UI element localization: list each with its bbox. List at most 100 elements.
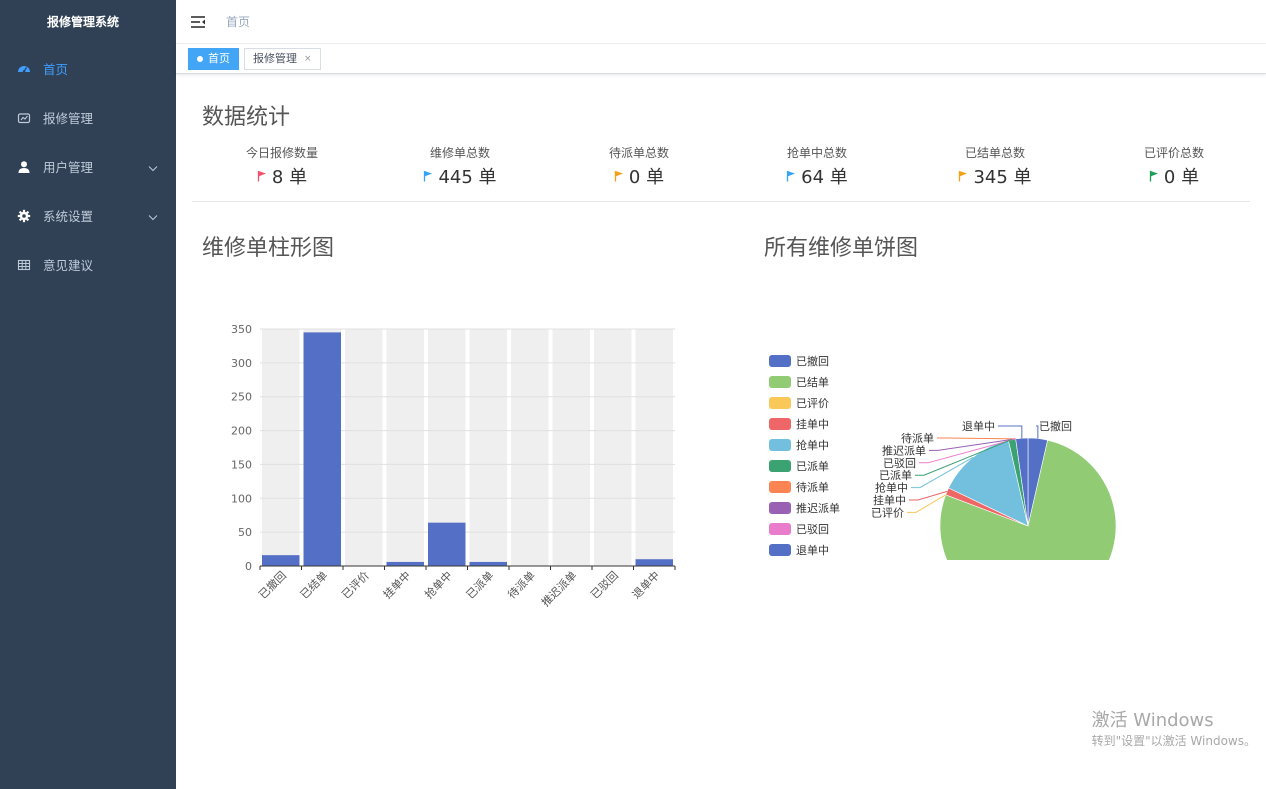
repair-icon: [17, 111, 31, 125]
flag-icon: [1149, 166, 1164, 187]
y-tick-label: 100: [231, 492, 252, 505]
stat-label: 已结单总数: [964, 146, 1025, 160]
watermark-line2: 转到"设置"以激活 Windows。: [1091, 734, 1256, 748]
y-tick-label: 300: [231, 357, 252, 370]
pie-label: 抢单中: [875, 481, 908, 495]
bar-background: [511, 329, 549, 566]
sidebar-item-home[interactable]: 首页: [0, 44, 176, 93]
stat-value: 8 单: [271, 167, 308, 188]
navbar: 首页: [176, 0, 1266, 44]
legend-label: 挂单中: [796, 417, 829, 431]
legend-swatch: [769, 502, 791, 514]
legend-swatch: [769, 376, 791, 388]
legend-swatch: [769, 439, 791, 451]
legend-swatch: [769, 544, 791, 556]
stat-value: 64 单: [801, 167, 848, 188]
legend-label: 已驳回: [796, 523, 829, 536]
y-tick-label: 350: [231, 323, 252, 336]
legend-swatch: [769, 460, 791, 472]
pie-slices: [939, 437, 1117, 560]
pie-labels: 退单中已撤回待派单推迟派单已驳回已派单抢单中挂单中已评价已结单: [871, 419, 1072, 519]
chevron-down-icon: [148, 159, 158, 174]
stat-label: 抢单中总数: [786, 146, 847, 160]
x-tick-label: 推迟派单: [538, 568, 579, 609]
pie-label: 待派单: [901, 431, 934, 445]
bar: [469, 561, 507, 566]
pie-label: 挂单中: [873, 493, 906, 507]
stat-label: 已评价总数: [1143, 146, 1204, 160]
legend-swatch: [769, 481, 791, 493]
stat-label: 今日报修数量: [245, 146, 318, 160]
y-tick-label: 0: [245, 560, 252, 573]
watermark-line1: 激活 Windows: [1091, 710, 1214, 731]
sidebar: 报修管理系统 首页 报修管理 用户管理 系统设置 意见建议: [0, 0, 176, 789]
windows-activation-watermark: 激活 Windows 转到"设置"以激活 Windows。: [1092, 706, 1256, 749]
flag-icon: [614, 166, 629, 187]
sidebar-item-repair[interactable]: 报修管理: [0, 93, 176, 142]
pie-label: 已驳回: [883, 457, 916, 470]
bar-background: [552, 329, 590, 566]
pie-label-line: [929, 438, 1016, 451]
table-icon: [17, 258, 31, 272]
x-tick-label: 已评价: [339, 569, 372, 602]
sidebar-item-feedback[interactable]: 意见建议: [0, 240, 176, 289]
legend-label: 退单中: [796, 544, 829, 557]
stats-title: 数据统计: [202, 105, 291, 130]
bar-background: [594, 329, 632, 566]
bar: [303, 332, 341, 566]
sidebar-item-users[interactable]: 用户管理: [0, 142, 176, 191]
active-dot-icon: [197, 55, 203, 62]
bar-background: [635, 329, 673, 566]
x-tick-label: 待派单: [505, 568, 538, 601]
stat-value: 0 单: [628, 167, 665, 188]
pie-slice: [939, 439, 1117, 560]
stat-label: 待派单总数: [608, 146, 669, 160]
sidebar-item-label: 报修管理: [43, 111, 94, 126]
sidebar-item-settings[interactable]: 系统设置: [0, 191, 176, 240]
flag-icon: [786, 166, 801, 187]
stat-value: 445 单: [438, 167, 497, 188]
divider: [192, 201, 1250, 202]
tag-repair[interactable]: 报修管理 ×: [244, 47, 321, 70]
stats-panel: 今日报修数量 8 单 维修单总数 445 单 待派单总数 0 单 抢单中总数 6…: [192, 145, 1248, 201]
tag-label: 首页: [208, 51, 230, 65]
stat-pending: 待派单总数 0 单: [549, 145, 729, 189]
pie-slice: [948, 439, 1029, 527]
x-tick-label: 已派单: [464, 569, 497, 602]
x-tick-label: 退单中: [630, 569, 663, 602]
x-tick-label: 已结单: [298, 569, 331, 602]
y-tick-label: 150: [231, 458, 252, 471]
pie-chart-title: 所有维修单饼图: [764, 236, 919, 261]
x-tick-label: 已撤回: [256, 568, 289, 601]
stat-label: 维修单总数: [429, 146, 490, 160]
bar-background: [262, 329, 300, 566]
sidebar-item-label: 用户管理: [43, 160, 94, 175]
stat-total: 维修单总数 445 单: [370, 145, 550, 189]
legend-label: 已结单: [796, 376, 829, 389]
legend-label: 已撤回: [796, 354, 829, 368]
pie-label: 已撤回: [1039, 419, 1072, 433]
pie-label-line: [907, 494, 946, 513]
close-icon[interactable]: ×: [304, 53, 312, 64]
pie-slice: [1015, 437, 1029, 527]
tag-home[interactable]: 首页: [188, 47, 239, 70]
pie-label-line: [1036, 425, 1039, 439]
y-tick-label: 250: [231, 391, 252, 404]
legend-swatch: [769, 523, 791, 535]
hamburger-icon[interactable]: [190, 15, 206, 29]
user-icon: [17, 160, 31, 174]
y-tick-label: 50: [238, 526, 252, 539]
bar: [428, 522, 466, 566]
pie-label: 已评价: [871, 506, 904, 519]
main-content: 数据统计 今日报修数量 8 单 维修单总数 445 单 待派单总数 0 单 抢单…: [176, 75, 1266, 789]
breadcrumb[interactable]: 首页: [226, 15, 251, 29]
stat-closed: 已结单总数 345 单: [905, 145, 1085, 189]
legend-swatch: [769, 397, 791, 409]
sidebar-item-label: 系统设置: [43, 209, 94, 224]
legend-label: 抢单中: [796, 438, 829, 452]
tags-view: 首页 报修管理 ×: [176, 44, 1266, 74]
sidebar-item-label: 意见建议: [43, 258, 94, 273]
bar-background: [469, 329, 507, 566]
stat-rated: 已评价总数 0 单: [1084, 145, 1264, 189]
